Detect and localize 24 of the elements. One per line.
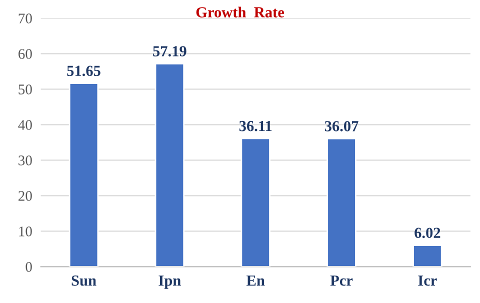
data-label: 57.19 [153, 46, 186, 56]
y-tick-label: 10 [19, 226, 32, 236]
x-tick-label: Icr [418, 276, 437, 286]
y-tick-label: 0 [26, 262, 32, 272]
y-tick-label: 50 [18, 84, 32, 94]
y-tick-label: 40 [18, 120, 32, 130]
y-tick-label: 60 [18, 49, 32, 59]
data-label: 36.11 [239, 120, 272, 132]
bar [240, 138, 270, 267]
x-tick-label: Pcr [330, 276, 353, 286]
data-label: 36.07 [324, 121, 358, 132]
x-tick-label: En [246, 276, 265, 286]
bar [326, 138, 356, 267]
x-tick-label: Sun [72, 275, 96, 286]
x-tick-label: Ipn [158, 276, 181, 289]
y-tick-label: 20 [18, 191, 32, 201]
data-label: 6.02 [414, 228, 440, 238]
bar [412, 244, 442, 267]
y-tick-label: 30 [18, 156, 32, 166]
data-label: 51.65 [67, 66, 100, 76]
chart-title: Growth Rate [196, 6, 284, 18]
y-tick-label: 70 [18, 14, 32, 24]
bar [68, 82, 99, 267]
bar [154, 62, 185, 267]
